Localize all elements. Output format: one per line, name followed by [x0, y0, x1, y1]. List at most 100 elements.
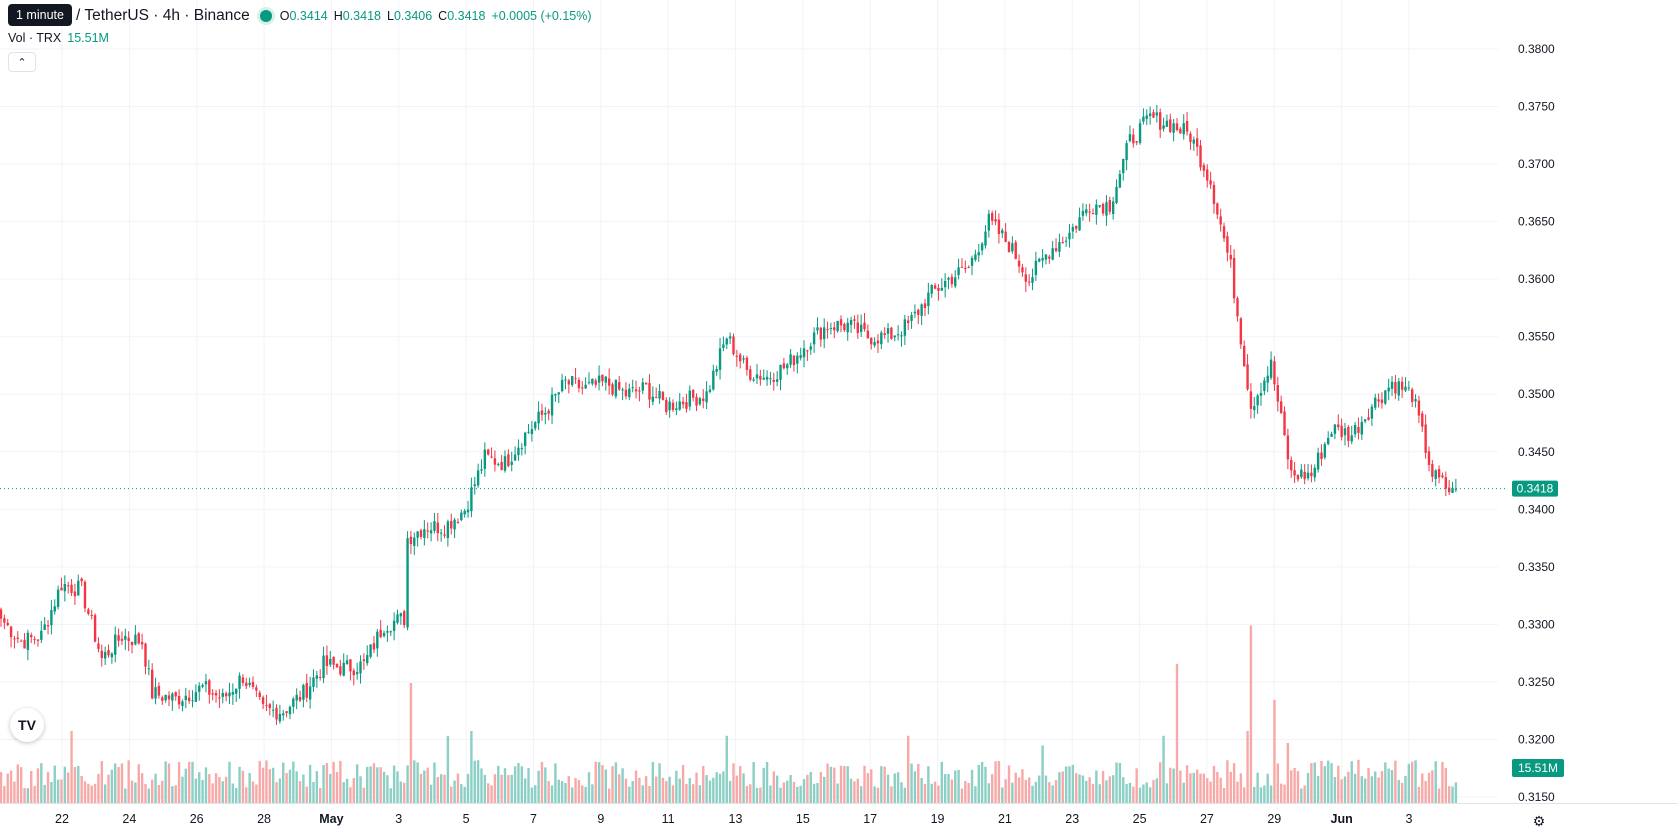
candle-body — [1340, 425, 1343, 438]
candle-body — [228, 692, 231, 697]
volume-bar — [19, 767, 23, 803]
volume-bar — [1202, 773, 1206, 803]
volume-bar — [534, 785, 537, 803]
volume-bar — [53, 765, 56, 803]
volume-bar — [802, 779, 806, 803]
volume-bar — [359, 776, 362, 803]
candle-body — [1411, 389, 1414, 402]
volume-bar — [1169, 767, 1172, 803]
candle-body — [648, 383, 651, 400]
candle-body — [1232, 257, 1236, 299]
candle-body — [1209, 180, 1212, 185]
volume-bar — [268, 769, 271, 803]
gear-icon[interactable]: ⚙ — [1532, 812, 1546, 829]
volume-bar — [1431, 770, 1434, 803]
candle-body — [994, 219, 997, 222]
collapse-legend-button[interactable]: ⌃ — [8, 52, 36, 72]
volume-bar — [339, 760, 342, 803]
volume-bar — [379, 767, 382, 803]
volume-bar — [1323, 766, 1327, 803]
candle-body — [732, 336, 735, 355]
candle-body — [540, 410, 544, 415]
volume-bar — [87, 783, 90, 803]
volume-bar — [1192, 772, 1195, 803]
volume-bar — [1273, 699, 1276, 803]
volume-bar — [940, 761, 943, 803]
volume-bar — [759, 787, 762, 803]
volume-bar — [1105, 780, 1108, 803]
candle-body — [1320, 452, 1323, 460]
volume-bar — [1316, 775, 1320, 803]
volume-bar — [1024, 779, 1027, 803]
candle-body — [923, 303, 927, 308]
candle-body — [490, 456, 493, 458]
candle-body — [181, 701, 184, 706]
volume-bar — [644, 776, 648, 803]
volume-bar — [1078, 774, 1081, 803]
volume-bar — [799, 785, 802, 803]
volume-bar — [954, 770, 957, 803]
candle-body — [1155, 112, 1159, 116]
candle-body — [1316, 452, 1320, 470]
candle-body — [722, 344, 725, 348]
volume-bar — [1256, 772, 1259, 803]
candle-body — [823, 327, 826, 340]
candle-body — [819, 327, 823, 340]
volume-bar — [43, 784, 46, 803]
volume-bar — [1343, 776, 1347, 803]
volume-bar — [537, 770, 540, 803]
candle-body — [1088, 211, 1091, 213]
symbol-title[interactable]: / TetherUS · 4h · Binance — [76, 7, 250, 24]
candle-body — [1290, 459, 1293, 471]
volume-bar — [1259, 787, 1263, 803]
volume-bar — [749, 784, 752, 803]
volume-bar — [742, 773, 745, 803]
volume-bar — [298, 781, 302, 803]
candle-body — [896, 334, 900, 336]
volume-bar — [261, 767, 265, 803]
volume-bar — [1071, 764, 1075, 803]
candle-body — [80, 578, 83, 582]
volume-bar — [1390, 770, 1394, 803]
volume-bar — [1142, 784, 1145, 803]
candle-body — [439, 532, 443, 534]
candle-body — [574, 378, 577, 380]
volume-bar — [665, 781, 668, 803]
volume-bar — [839, 765, 843, 803]
candle-body — [1111, 201, 1115, 215]
volume-bar — [1138, 787, 1142, 803]
candle-body — [3, 618, 6, 623]
candle-body — [1085, 209, 1088, 214]
candle-body — [73, 591, 77, 597]
volume-label: Vol · TRX — [8, 31, 62, 45]
candle-body — [110, 653, 114, 658]
volume-bar — [702, 766, 705, 803]
volume-bar — [110, 769, 114, 803]
candle-body — [1363, 419, 1367, 422]
candle-body — [1044, 254, 1048, 260]
candle-body — [312, 677, 315, 687]
candle-body — [386, 631, 389, 633]
volume-bar — [618, 774, 621, 803]
volume-bar — [26, 788, 30, 803]
candle-body — [53, 606, 56, 612]
candle-body — [870, 337, 873, 345]
volume-bar — [500, 774, 503, 803]
volume-bar — [819, 772, 823, 803]
volume-bar — [668, 776, 671, 803]
tradingview-logo-icon[interactable]: TV — [10, 708, 44, 742]
candle-body — [144, 643, 147, 667]
candle-body — [866, 330, 870, 339]
volume-bar — [389, 788, 392, 803]
candle-body — [36, 639, 40, 641]
volume-bar — [33, 785, 36, 803]
volume-bar — [1054, 780, 1058, 803]
volume-bar — [1091, 783, 1095, 803]
candle-body — [786, 364, 789, 369]
candle-body — [1115, 186, 1118, 203]
volume-bar — [90, 785, 93, 803]
candle-body — [1276, 385, 1279, 402]
candle-body — [644, 382, 648, 385]
candle-body — [127, 637, 130, 641]
